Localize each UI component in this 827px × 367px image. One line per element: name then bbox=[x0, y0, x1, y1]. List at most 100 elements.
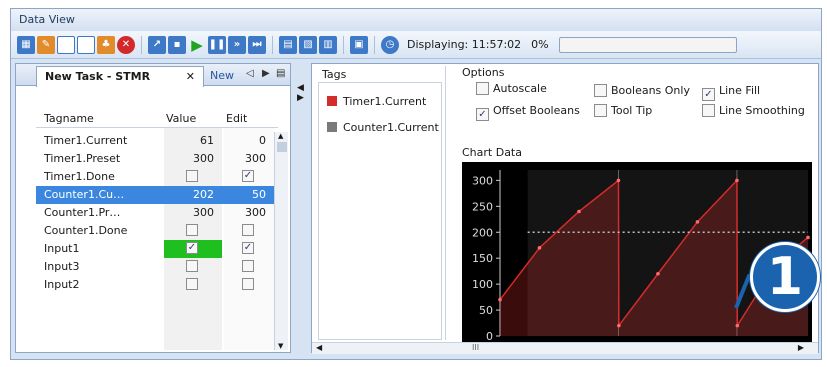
data-point bbox=[616, 178, 621, 183]
open-icon[interactable]: ↗ bbox=[148, 35, 166, 54]
tab-close-icon[interactable]: ✕ bbox=[185, 70, 195, 83]
checkbox-booleans-only[interactable] bbox=[594, 84, 607, 97]
scroll-right-icon[interactable]: ▶ bbox=[797, 343, 804, 352]
chart-hscrollbar[interactable]: ◀ III ▶ bbox=[312, 342, 818, 354]
option-booleans-only[interactable]: Booleans Only bbox=[594, 84, 690, 97]
calendar-icon[interactable]: ▥ bbox=[319, 35, 337, 54]
checkbox-tool-tip[interactable] bbox=[594, 104, 607, 117]
option-label: Autoscale bbox=[493, 82, 547, 95]
tag-label: Timer1.Current bbox=[343, 95, 427, 108]
table-row[interactable]: Input2 bbox=[36, 276, 278, 294]
option-line-fill[interactable]: ✓ Line Fill bbox=[702, 84, 760, 101]
collapse-left-icon[interactable]: ◀ bbox=[297, 83, 304, 93]
edit-column-bg bbox=[224, 128, 274, 350]
cell-edit[interactable]: 300 bbox=[245, 206, 266, 219]
cell-value: 300 bbox=[193, 152, 214, 165]
tab-prev-icon[interactable]: ◁ bbox=[246, 68, 254, 79]
header-value[interactable]: Value bbox=[166, 112, 197, 125]
tag-item-counter[interactable]: Counter1.Current bbox=[327, 121, 439, 134]
options-title: Options bbox=[462, 66, 505, 79]
scroll-up-icon[interactable]: ▲ bbox=[278, 132, 284, 140]
cell-tagname: Timer1.Current bbox=[44, 134, 128, 147]
pause-icon[interactable]: ❚❚ bbox=[208, 35, 226, 54]
option-tool-tip[interactable]: Tool Tip bbox=[594, 104, 652, 117]
data-point bbox=[577, 209, 581, 214]
fast-forward-icon[interactable]: » bbox=[228, 35, 246, 54]
settings-icon[interactable]: ▣ bbox=[350, 35, 368, 54]
scroll-grip[interactable]: III bbox=[472, 343, 480, 352]
copy-icon[interactable] bbox=[77, 35, 95, 54]
option-autoscale[interactable]: Autoscale bbox=[476, 82, 547, 95]
checkbox-autoscale[interactable] bbox=[476, 82, 489, 95]
value-checkbox bbox=[186, 278, 198, 290]
table-row[interactable]: Input3 bbox=[36, 258, 278, 276]
toolbar-separator bbox=[343, 35, 344, 54]
pane-splitter[interactable]: ◀ ▶ bbox=[295, 63, 309, 353]
scroll-thumb[interactable] bbox=[277, 142, 287, 152]
edit-checkbox[interactable] bbox=[242, 260, 254, 272]
toolbar-separator bbox=[374, 35, 375, 54]
cell-edit[interactable]: 0 bbox=[259, 134, 266, 147]
tags-title: Tags bbox=[322, 68, 347, 81]
table-row[interactable]: Input1 ✓ ✓ bbox=[36, 240, 278, 258]
play-icon[interactable]: ▶ bbox=[191, 35, 203, 54]
value-column-bg bbox=[164, 128, 222, 350]
data-point bbox=[695, 220, 700, 224]
tag-item-timer[interactable]: Timer1.Current bbox=[327, 95, 426, 108]
edit-checkbox[interactable] bbox=[242, 278, 254, 290]
table-row[interactable]: Timer1.Preset 300 300 bbox=[36, 150, 278, 168]
skip-end-icon[interactable]: ⏭ bbox=[248, 35, 266, 54]
table-row[interactable]: Counter1.Done bbox=[36, 222, 278, 240]
collapse-right-icon[interactable]: ▶ bbox=[297, 93, 304, 103]
data-point bbox=[537, 246, 542, 250]
cell-edit[interactable]: 50 bbox=[252, 188, 266, 201]
option-label: Booleans Only bbox=[611, 84, 690, 97]
y-tick-label: 150 bbox=[472, 252, 493, 265]
cell-value: 202 bbox=[193, 188, 214, 201]
table-row[interactable]: Counter1.Pr… 300 300 bbox=[36, 204, 278, 222]
tab-new-task[interactable]: New Task - STMR ✕ bbox=[36, 66, 204, 87]
value-checkbox bbox=[186, 260, 198, 272]
option-offset-booleans[interactable]: ✓ Offset Booleans bbox=[476, 104, 580, 121]
tag-list: Timer1.Current Counter1.Current bbox=[318, 82, 442, 340]
y-tick-label: 200 bbox=[472, 226, 493, 239]
option-label: Offset Booleans bbox=[493, 104, 580, 117]
table-icon[interactable]: ▤ bbox=[279, 35, 297, 54]
header-edit[interactable]: Edit bbox=[226, 112, 248, 125]
checkbox-line-fill[interactable]: ✓ bbox=[702, 88, 715, 101]
edit-checkbox[interactable] bbox=[242, 224, 254, 236]
data-point bbox=[617, 323, 621, 328]
checkbox-offset-booleans[interactable]: ✓ bbox=[476, 108, 489, 121]
save-icon[interactable]: ▪ bbox=[168, 35, 186, 54]
checkbox-line-smoothing[interactable] bbox=[702, 104, 715, 117]
grid-icon[interactable]: ▦ bbox=[17, 35, 35, 54]
scroll-left-icon[interactable]: ◀ bbox=[316, 343, 323, 352]
option-line-smoothing[interactable]: Line Smoothing bbox=[702, 104, 805, 117]
tab-list-icon[interactable]: ▤ bbox=[276, 68, 286, 79]
table-row[interactable]: Timer1.Current 61 0 bbox=[36, 132, 278, 150]
cell-tagname: Input3 bbox=[44, 260, 80, 273]
cell-edit[interactable]: 300 bbox=[245, 152, 266, 165]
grid-scrollbar[interactable]: ▲ ▼ bbox=[274, 132, 288, 350]
data-point bbox=[735, 323, 740, 328]
tab-new[interactable]: New bbox=[210, 69, 234, 82]
header-tagname[interactable]: Tagname bbox=[44, 112, 94, 125]
edit-checkbox[interactable]: ✓ bbox=[242, 242, 254, 254]
chart-icon[interactable]: ▧ bbox=[299, 35, 317, 54]
data-point bbox=[806, 235, 810, 240]
paste-icon[interactable]: ♣ bbox=[97, 35, 115, 54]
scroll-down-icon[interactable]: ▼ bbox=[278, 342, 284, 350]
progress-percent: 0% bbox=[531, 38, 549, 51]
table-row[interactable]: Timer1.Done ✓ bbox=[36, 168, 278, 186]
cell-tagname: Counter1.Cu… bbox=[44, 188, 125, 201]
tag-label: Counter1.Current bbox=[343, 121, 439, 134]
edit-checkbox[interactable]: ✓ bbox=[242, 170, 254, 182]
y-tick-label: 250 bbox=[472, 200, 493, 213]
table-row[interactable]: Counter1.Cu… 202 50 bbox=[36, 186, 278, 204]
toolbar-separator bbox=[272, 35, 273, 54]
stop-icon[interactable]: ✕ bbox=[117, 35, 135, 54]
tab-next-icon[interactable]: ▶ bbox=[262, 68, 270, 79]
wand-icon[interactable]: ✎ bbox=[37, 35, 55, 54]
new-icon[interactable] bbox=[57, 35, 75, 54]
task-tabs: New Task - STMR ✕ New ◁ ▶ ▤ bbox=[16, 64, 290, 87]
